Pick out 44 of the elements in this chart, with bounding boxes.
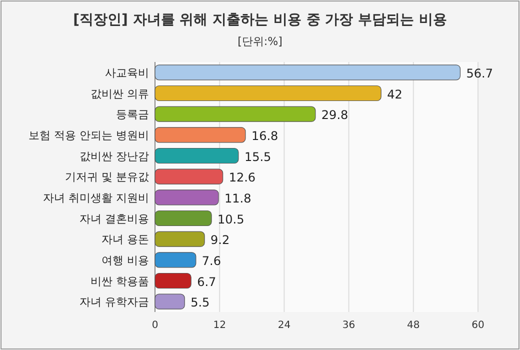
- data-label: 10.5: [218, 212, 244, 226]
- bar: [154, 272, 192, 289]
- y-tick-label: 비싼 학용품: [90, 274, 149, 288]
- data-label: 6.7: [197, 274, 216, 289]
- x-tick-label: 12: [213, 320, 226, 331]
- data-label: 56.7: [466, 66, 493, 80]
- data-label: 12.6: [228, 170, 256, 185]
- data-label: 15.5: [244, 150, 272, 164]
- y-tick-label: 값비싼 장난감: [80, 150, 149, 163]
- x-tick-label: 24: [278, 320, 291, 331]
- bar: [154, 190, 219, 206]
- y-tick-label: 보험 적용 안되는 병원비: [28, 128, 149, 142]
- data-label: 16.8: [251, 128, 278, 143]
- y-tick-label: 기저귀 및 분유값: [65, 170, 149, 184]
- chart-title: [직장인] 자녀를 위해 지출하는 비용 중 가장 부담되는 비용: [73, 12, 447, 28]
- y-tick-label: 값비싼 의류: [90, 87, 149, 100]
- bar: [154, 148, 239, 164]
- bar: [154, 168, 224, 184]
- bar: [154, 85, 382, 102]
- y-tick-label: 여행 비용: [102, 254, 149, 267]
- x-tick-label: 36: [342, 320, 356, 331]
- bar: [154, 210, 212, 226]
- y-tick-label: 자녀 취미생활 지원비: [43, 191, 149, 204]
- bar: [154, 106, 316, 122]
- bar: [154, 231, 205, 247]
- x-tick-label: 0: [152, 320, 158, 331]
- data-label: 11.8: [224, 191, 252, 206]
- y-tick-label: 사교육비: [105, 66, 149, 80]
- bar: [154, 252, 196, 268]
- data-label: 42: [387, 87, 402, 102]
- x-tick-label: 60: [472, 320, 484, 331]
- data-label: 9.2: [210, 233, 230, 248]
- y-tick-label: 자녀 유학자금: [80, 296, 149, 309]
- data-label: 5.5: [190, 296, 210, 310]
- data-label: 29.8: [321, 108, 348, 122]
- y-tick-label: 자녀 용돈: [102, 233, 149, 246]
- y-tick-label: 등록금: [116, 108, 149, 122]
- y-tick-label: 자녀 결혼비용: [80, 212, 149, 226]
- chart-subtitle: [단위:%]: [238, 35, 282, 48]
- x-tick-label: 48: [407, 320, 420, 331]
- data-label: 7.6: [202, 254, 222, 268]
- bar: [154, 294, 185, 310]
- bar: [154, 64, 461, 80]
- bar: [154, 127, 246, 143]
